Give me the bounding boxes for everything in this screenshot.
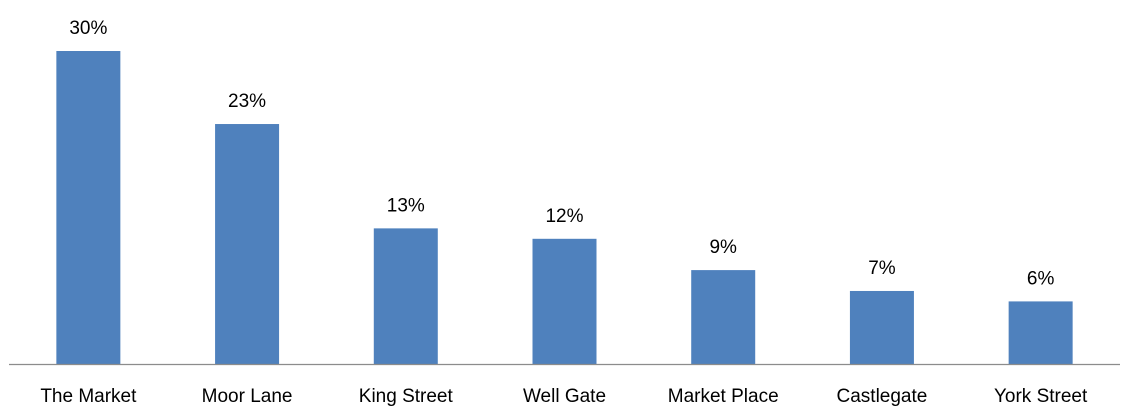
category-labels-group: The Market Moor Lane King Street Well Gate M… xyxy=(40,386,1088,407)
bar-moor-lane xyxy=(215,124,280,364)
category-label: Well Gate xyxy=(523,386,606,407)
bar-value-label: 6% xyxy=(1027,268,1055,289)
category-label: Castlegate xyxy=(837,386,928,407)
bar-york-street xyxy=(1008,301,1073,364)
category-label: The Market xyxy=(40,386,137,407)
category-label: Market Place xyxy=(668,386,779,407)
bar-well-gate xyxy=(532,238,597,364)
bar-value-label: 13% xyxy=(387,195,425,216)
category-label: Moor Lane xyxy=(202,386,293,407)
category-label: King Street xyxy=(359,386,454,407)
bar-value-label: 12% xyxy=(545,206,583,227)
bar-the-market xyxy=(56,51,121,364)
bar-castlegate xyxy=(849,290,914,364)
bar-value-label: 23% xyxy=(228,91,266,112)
bar-value-label: 30% xyxy=(69,18,107,39)
bars-group xyxy=(56,51,1073,364)
bar-king-street xyxy=(373,228,438,364)
category-label: York Street xyxy=(994,386,1088,407)
bar-value-label: 7% xyxy=(868,258,896,279)
value-labels-group: 30% 23% 13% 12% 9% 7% 6% xyxy=(69,18,1054,289)
bar-market-place xyxy=(691,270,756,364)
bar-value-label: 9% xyxy=(709,237,737,258)
